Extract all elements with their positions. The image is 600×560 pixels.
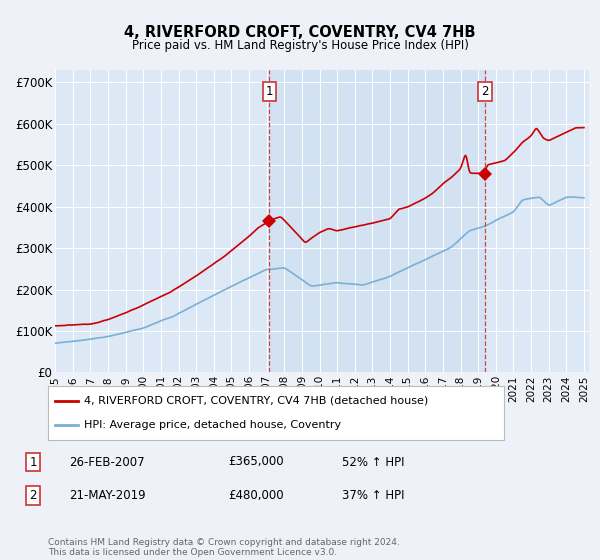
Text: 1: 1: [266, 85, 273, 97]
Text: Price paid vs. HM Land Registry's House Price Index (HPI): Price paid vs. HM Land Registry's House …: [131, 39, 469, 52]
Text: £365,000: £365,000: [228, 455, 284, 469]
Text: HPI: Average price, detached house, Coventry: HPI: Average price, detached house, Cove…: [83, 420, 341, 430]
Text: Contains HM Land Registry data © Crown copyright and database right 2024.
This d: Contains HM Land Registry data © Crown c…: [48, 538, 400, 557]
Text: 37% ↑ HPI: 37% ↑ HPI: [342, 489, 404, 502]
Bar: [269, 70, 485, 372]
Text: 2: 2: [29, 489, 37, 502]
Text: £480,000: £480,000: [228, 489, 284, 502]
Text: 26-FEB-2007: 26-FEB-2007: [69, 455, 145, 469]
Text: 4, RIVERFORD CROFT, COVENTRY, CV4 7HB (detached house): 4, RIVERFORD CROFT, COVENTRY, CV4 7HB (d…: [83, 396, 428, 406]
Text: 1: 1: [29, 455, 37, 469]
Text: 4, RIVERFORD CROFT, COVENTRY, CV4 7HB: 4, RIVERFORD CROFT, COVENTRY, CV4 7HB: [124, 25, 476, 40]
Text: 52% ↑ HPI: 52% ↑ HPI: [342, 455, 404, 469]
Text: 21-MAY-2019: 21-MAY-2019: [69, 489, 146, 502]
Text: 2: 2: [481, 85, 488, 97]
